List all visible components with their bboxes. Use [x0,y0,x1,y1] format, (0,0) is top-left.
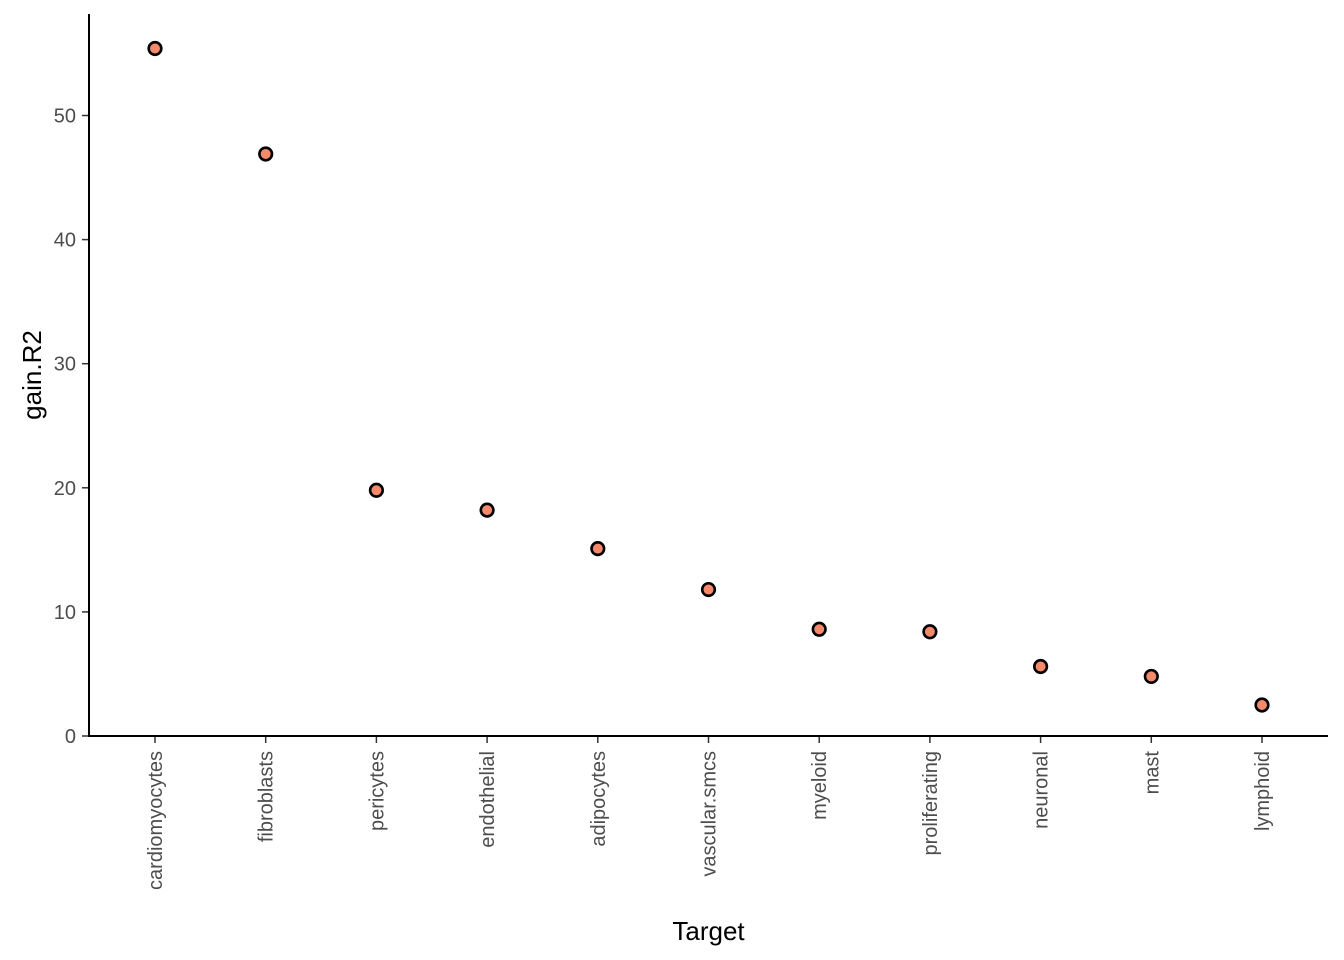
x-axis-title: Target [672,916,745,946]
x-tick-label: lymphoid [1252,751,1274,831]
x-tick-label: vascular.smcs [699,751,721,877]
data-point [1143,668,1159,685]
x-tick-label: adipocytes [588,751,610,847]
y-tick-label: 20 [54,478,76,500]
y-tick-label: 0 [65,726,76,748]
y-tick-label: 50 [54,106,76,128]
data-point [147,40,163,57]
data-point [1032,658,1049,675]
x-tick-label: myeloid [809,751,831,820]
x-tick-label: neuronal [1031,751,1053,829]
data-point [700,581,717,598]
y-tick-label: 40 [54,230,76,252]
y-axis-title: gain.R2 [17,330,47,420]
x-tick-label: fibroblasts [256,751,278,842]
data-point [368,482,385,498]
data-point [479,502,495,518]
data-point [258,146,274,162]
data-point [590,541,606,557]
x-tick-label: cardiomyocytes [145,751,167,890]
data-point [922,624,938,640]
x-tick-label: proliferating [920,751,942,856]
data-point [1254,697,1270,713]
data-points [147,40,1270,713]
x-axis-ticks: cardiomyocytes fibroblasts pericytes endoth… [145,736,1274,890]
y-tick-label: 30 [54,354,76,376]
data-point [811,621,827,637]
x-tick-label: endothelial [477,751,499,848]
y-tick-label: 10 [54,602,76,624]
y-axis-ticks: 0 10 20 30 40 50 [54,106,89,748]
x-tick-label: mast [1141,751,1163,795]
x-tick-label: pericytes [366,751,388,831]
